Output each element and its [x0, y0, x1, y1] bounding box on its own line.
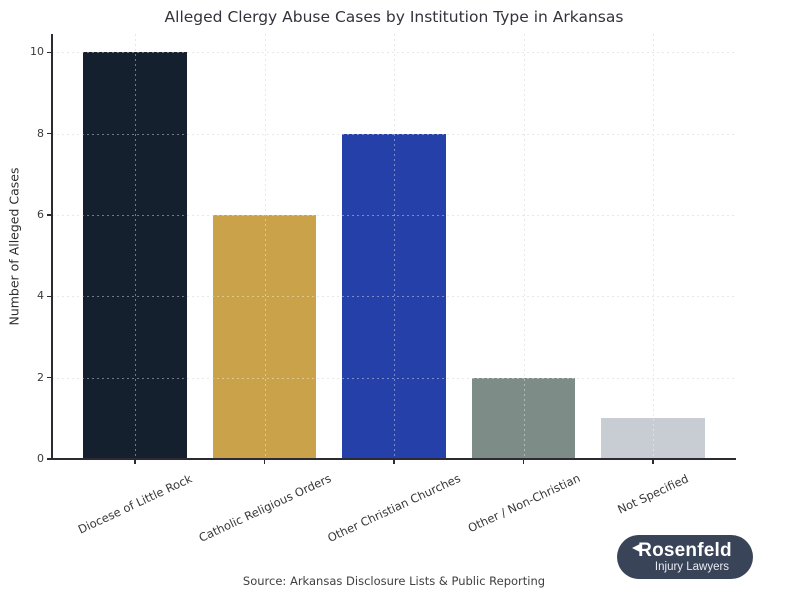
x-tick-mark	[522, 459, 525, 464]
rosenfeld-logo: Rosenfeld Injury Lawyers	[617, 535, 753, 579]
x-tick-label: Other / Non-Christian	[465, 470, 582, 536]
gridline-v-overlay	[264, 34, 266, 459]
y-tick-label: 10	[30, 45, 44, 59]
y-tick-mark	[47, 214, 51, 216]
x-tick-label: Other Christian Churches	[325, 471, 463, 545]
gridline-h-overlay	[52, 52, 736, 54]
y-axis-spine	[51, 34, 53, 459]
logo-name: Rosenfeld	[638, 540, 732, 561]
y-tick-mark	[47, 51, 51, 53]
y-tick-label: 0	[37, 452, 44, 465]
gridline-v-overlay	[394, 34, 395, 459]
bar-3	[471, 377, 576, 459]
chart-title: Alleged Clergy Abuse Cases by Institutio…	[164, 8, 624, 26]
bar-0	[83, 52, 187, 459]
x-tick-label: Diocese of Little Rock	[75, 470, 195, 537]
x-tick-label: Catholic Religious Orders	[196, 470, 333, 545]
gridline-v	[653, 34, 655, 459]
gridline-v-overlay	[653, 34, 655, 459]
x-tick-mark	[393, 459, 395, 464]
plot-area	[51, 34, 736, 460]
y-tick-mark	[47, 458, 51, 460]
y-axis-label: Number of Alleged Cases	[6, 167, 22, 326]
y-tick-label: 6	[37, 208, 44, 221]
x-tick-label: Not Specified	[615, 471, 691, 517]
y-tick-label: 4	[37, 289, 44, 303]
x-tick-mark	[134, 459, 136, 464]
y-tick-mark	[47, 377, 51, 379]
bar-4	[601, 418, 705, 459]
y-tick-label: 2	[37, 370, 44, 384]
gridline-v-overlay	[523, 34, 525, 459]
gridline-h-overlay	[52, 133, 736, 135]
bar-1	[212, 215, 317, 459]
y-tick-mark	[47, 295, 51, 297]
bar-2	[342, 133, 446, 459]
gridline-h-overlay	[52, 215, 736, 216]
y-tick-mark	[47, 132, 51, 135]
logo-tagline: Injury Lawyers	[654, 561, 730, 573]
gridline-h-overlay	[52, 296, 736, 298]
source-note: Source: Arkansas Disclosure Lists & Publ…	[242, 574, 546, 588]
logo-name-row: Rosenfeld	[632, 540, 732, 561]
gridline-v	[523, 34, 525, 459]
logo-arrow-icon	[632, 544, 641, 552]
x-tick-mark	[652, 459, 654, 464]
gridline-h-overlay	[52, 377, 736, 379]
gridline-v-overlay	[134, 34, 136, 459]
y-tick-label: 8	[37, 126, 44, 140]
x-tick-mark	[263, 459, 266, 464]
